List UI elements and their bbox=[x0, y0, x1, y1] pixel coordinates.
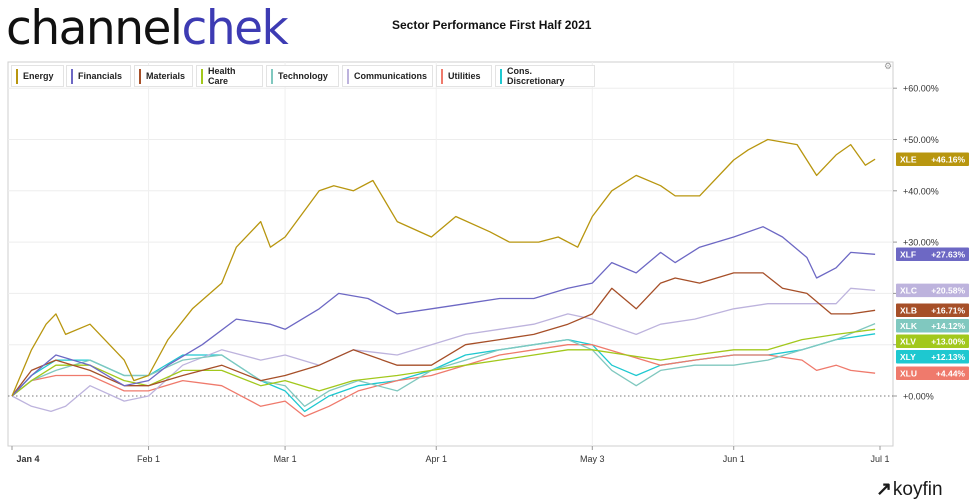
end-label-bg bbox=[896, 350, 969, 364]
end-label-bg bbox=[896, 334, 969, 349]
legend-swatch bbox=[71, 69, 73, 84]
end-label-ticker: XLU bbox=[900, 368, 917, 378]
koyfin-name: koyfin bbox=[892, 479, 943, 500]
end-label-value: +46.16% bbox=[931, 154, 965, 164]
x-tick-label: Mar 1 bbox=[274, 454, 297, 464]
x-tick-label: May 3 bbox=[580, 454, 605, 464]
legend-swatch bbox=[139, 69, 141, 84]
y-tick-label: +0.00% bbox=[903, 392, 934, 402]
end-label-bg bbox=[896, 319, 969, 333]
end-label-ticker: XLY bbox=[900, 352, 916, 362]
end-label-value: +4.44% bbox=[936, 368, 966, 378]
series-line-xlu bbox=[11, 344, 876, 418]
legend-swatch bbox=[16, 69, 18, 84]
legend-item-xlb[interactable]: Materials bbox=[134, 65, 193, 87]
y-tick-label: +60.00% bbox=[903, 84, 939, 94]
end-label-bg bbox=[896, 366, 969, 380]
end-label-ticker: XLF bbox=[900, 249, 916, 259]
end-label-value: +16.71% bbox=[931, 305, 965, 315]
legend-item-xlu[interactable]: Utilities bbox=[436, 65, 492, 87]
channelchek-logo: channelchek bbox=[6, 0, 289, 58]
end-label-bg bbox=[896, 303, 969, 318]
chart-title: Sector Performance First Half 2021 bbox=[392, 18, 592, 32]
legend-item-xlv[interactable]: Health Care bbox=[196, 65, 263, 87]
koyfin-mark-icon: ↗ bbox=[876, 479, 892, 500]
end-label-ticker: XLK bbox=[900, 321, 918, 331]
series-line-xlc bbox=[11, 287, 876, 413]
legend-item-xlc[interactable]: Communications bbox=[342, 65, 433, 87]
legend-swatch bbox=[347, 69, 349, 84]
end-label-ticker: XLE bbox=[900, 154, 917, 164]
legend-label: Health Care bbox=[208, 66, 236, 86]
y-tick-label: +50.00% bbox=[903, 135, 939, 145]
end-label-value: +20.58% bbox=[931, 286, 965, 296]
legend-label: Financials bbox=[78, 71, 123, 81]
y-tick-label: +30.00% bbox=[903, 238, 939, 248]
series-line-xlv bbox=[11, 328, 876, 397]
end-label-value: +13.00% bbox=[931, 336, 965, 346]
legend-label: Materials bbox=[146, 71, 186, 81]
x-tick-label: Feb 1 bbox=[137, 454, 160, 464]
legend-swatch bbox=[500, 69, 502, 84]
end-label-ticker: XLV bbox=[900, 336, 916, 346]
series-line-xly bbox=[11, 333, 876, 413]
end-label-xle: XLE +46.16% bbox=[896, 152, 969, 166]
x-tick-label: Apr 1 bbox=[425, 454, 447, 464]
end-label-xlf: XLF +27.63% bbox=[896, 247, 969, 262]
logo-part-2: chek bbox=[181, 1, 288, 56]
x-tick-label: Jan 4 bbox=[16, 454, 39, 464]
legend-label: Communications bbox=[354, 71, 428, 81]
legend-label: Cons. Discretionary bbox=[507, 66, 565, 86]
end-label-bg bbox=[896, 247, 969, 262]
series-line-xle bbox=[11, 138, 876, 397]
end-label-xlu: XLU +4.44% bbox=[896, 366, 969, 380]
end-label-xlk: XLK +14.12% bbox=[896, 319, 969, 333]
legend-item-xly[interactable]: Cons. Discretionary bbox=[495, 65, 595, 87]
end-label-value: +14.12% bbox=[931, 321, 965, 331]
legend-item-xlf[interactable]: Financials bbox=[66, 65, 131, 87]
y-tick-label: +40.00% bbox=[903, 186, 939, 196]
end-label-xly: XLY +12.13% bbox=[896, 350, 969, 364]
end-label-xlv: XLV +13.00% bbox=[896, 334, 969, 349]
settings-icon[interactable]: ⚙ bbox=[884, 61, 893, 71]
legend-label: Technology bbox=[278, 71, 328, 81]
legend-label: Energy bbox=[23, 71, 54, 81]
x-tick-label: Jul 1 bbox=[870, 454, 889, 464]
legend-swatch bbox=[271, 69, 273, 84]
legend-item-xlk[interactable]: Technology bbox=[266, 65, 339, 87]
end-label-ticker: XLB bbox=[900, 305, 917, 315]
logo-part-1: channel bbox=[6, 1, 183, 56]
series-line-xlb bbox=[11, 272, 876, 397]
x-tick-label: Jun 1 bbox=[723, 454, 745, 464]
end-label-xlc: XLC +20.58% bbox=[896, 283, 969, 298]
end-label-value: +27.63% bbox=[931, 249, 965, 259]
legend-swatch bbox=[441, 69, 443, 84]
end-label-bg bbox=[896, 152, 969, 166]
end-label-xlb: XLB +16.71% bbox=[896, 303, 969, 318]
koyfin-brand: ↗koyfin bbox=[876, 478, 943, 501]
end-label-value: +12.13% bbox=[931, 352, 965, 362]
legend-swatch bbox=[201, 69, 203, 84]
plot-frame bbox=[7, 61, 894, 447]
legend-label: Utilities bbox=[448, 71, 481, 81]
end-label-ticker: XLC bbox=[900, 286, 917, 296]
end-label-bg bbox=[896, 283, 969, 298]
legend-item-xle[interactable]: Energy bbox=[11, 65, 64, 87]
series-line-xlf bbox=[11, 226, 876, 397]
